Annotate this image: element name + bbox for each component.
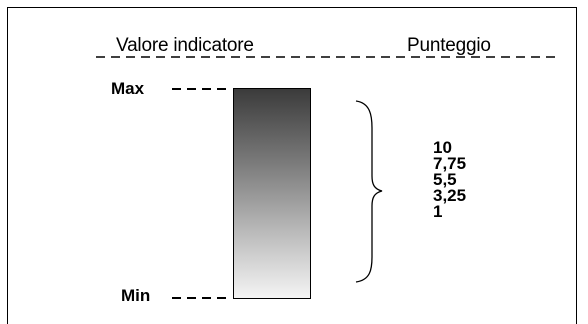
score-value: 10 (433, 138, 452, 157)
header-score-label: Punteggio (407, 35, 491, 56)
gradient-scale-bar (233, 88, 311, 299)
score-value: 3,25 (433, 186, 467, 205)
curly-brace (355, 100, 383, 283)
min-label: Min (121, 286, 151, 305)
max-label: Max (111, 79, 145, 98)
score-list: 10 7,75 5,5 3,25 1 (433, 138, 513, 221)
diagram-frame (7, 7, 577, 324)
score-value: 1 (433, 202, 443, 221)
header-indicator-value-label: Valore indicatore (116, 35, 254, 56)
score-value: 7,75 (433, 154, 467, 173)
score-value: 5,5 (433, 170, 457, 189)
